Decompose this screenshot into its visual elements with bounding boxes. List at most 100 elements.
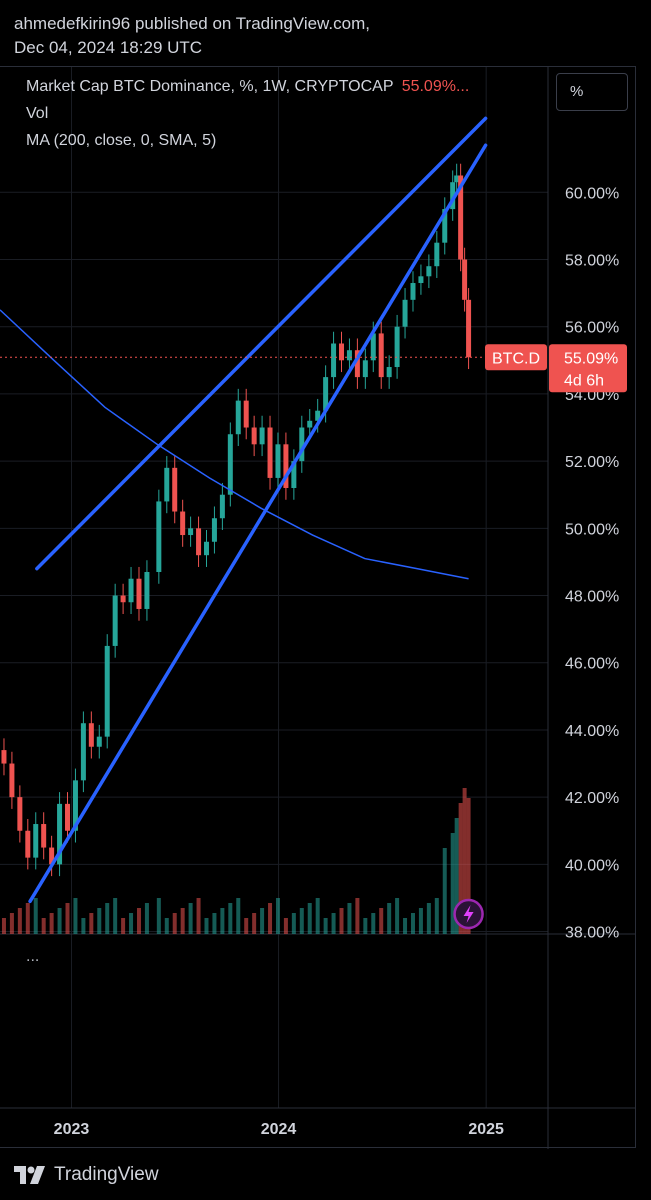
candle-body[interactable] [80, 723, 86, 781]
candle-body[interactable] [299, 427, 305, 462]
candle-body[interactable] [354, 350, 360, 378]
candle-body[interactable] [346, 350, 352, 361]
y-tick-label: 50.00% [565, 521, 619, 538]
candle-body[interactable] [418, 276, 424, 284]
candle-body[interactable] [219, 494, 225, 519]
candle-body[interactable] [235, 400, 241, 435]
volume-bar [291, 913, 296, 934]
candle-body[interactable] [65, 803, 71, 831]
y-tick-label: 56.00% [565, 320, 619, 337]
candle-body[interactable] [112, 595, 118, 646]
candle-body[interactable] [188, 528, 194, 536]
volume-bar [454, 818, 459, 934]
candle-body[interactable] [386, 367, 392, 378]
candle-body[interactable] [331, 343, 337, 378]
candle-body[interactable] [454, 175, 460, 183]
candle-body[interactable] [434, 242, 440, 267]
candle-body[interactable] [96, 736, 102, 747]
candle-body[interactable] [410, 283, 416, 300]
candle-body[interactable] [283, 444, 289, 488]
candle-body[interactable] [402, 299, 408, 327]
candle-body[interactable] [1, 750, 7, 764]
y-tick-label: 58.00% [565, 252, 619, 269]
trendline-upper[interactable] [35, 116, 488, 571]
pane-menu-ellipsis[interactable]: ... [26, 948, 40, 965]
volume-bar [136, 908, 141, 934]
volume-bar [204, 918, 209, 934]
volume-bar [395, 898, 400, 934]
candle-body[interactable] [243, 400, 249, 428]
candle-body[interactable] [458, 175, 464, 260]
candle-body[interactable] [275, 444, 281, 478]
candle-body[interactable] [17, 797, 23, 831]
volume-bar [275, 898, 280, 934]
candle-body[interactable] [33, 824, 39, 858]
candle-body[interactable] [128, 578, 134, 603]
y-tick-label: 40.00% [565, 857, 619, 874]
volume-bar [81, 918, 86, 934]
volume-bar [1, 918, 6, 934]
legend-value: 55.09%... [401, 78, 470, 95]
volume-bar [434, 898, 439, 934]
candle-body[interactable] [450, 182, 456, 210]
percent-scale-button[interactable]: % [556, 73, 628, 111]
candle-body[interactable] [251, 427, 257, 445]
volume-bar [450, 833, 455, 934]
candle-body[interactable] [339, 343, 345, 361]
candle-body[interactable] [136, 578, 142, 609]
y-tick-label: 38.00% [565, 925, 619, 942]
trendline-lower[interactable] [28, 143, 488, 904]
candle-body[interactable] [164, 467, 170, 502]
candle-body[interactable] [156, 501, 162, 573]
volume-bar [355, 898, 360, 934]
candle-body[interactable] [442, 209, 448, 243]
candle-body[interactable] [72, 780, 78, 831]
candle-body[interactable] [120, 595, 126, 603]
volume-bar [188, 903, 193, 934]
tradingview-brand: TradingView [54, 1164, 159, 1185]
volume-bar [156, 898, 161, 934]
volume-bar [97, 908, 102, 934]
candle-body[interactable] [462, 259, 468, 300]
ma-line[interactable] [0, 309, 469, 580]
candle-body[interactable] [291, 461, 297, 488]
chart-frame[interactable]: 60.00% 58.00% 56.00% 54.00% 52.00% 50.00% 48.0… [0, 66, 636, 1149]
volume-bar [17, 908, 22, 934]
candle-body[interactable] [362, 360, 368, 378]
volume-bar [418, 908, 423, 934]
candle-body[interactable] [41, 824, 47, 848]
volume-bar [347, 903, 352, 934]
y-tick-label: 60.00% [565, 185, 619, 202]
volume-bar [307, 903, 312, 934]
legend-ma: MA (200, close, 0, SMA, 5) [26, 132, 217, 149]
candle-body[interactable] [9, 763, 15, 798]
candle-body[interactable] [378, 333, 384, 378]
candle-body[interactable] [172, 467, 178, 512]
candle-body[interactable] [323, 377, 329, 411]
volume-bar [426, 903, 431, 934]
candle-body[interactable] [144, 572, 150, 609]
candle-body[interactable] [426, 266, 432, 277]
candle-body[interactable] [466, 299, 472, 358]
candle-body[interactable] [25, 830, 31, 858]
candle-body[interactable] [227, 434, 233, 495]
volume-bar [458, 803, 463, 934]
candle-body[interactable] [370, 333, 376, 361]
x-tick-label: 2024 [261, 1121, 297, 1138]
candle-body[interactable] [196, 528, 202, 556]
candle-body[interactable] [267, 427, 273, 478]
candle-body[interactable] [104, 645, 110, 737]
candle-body[interactable] [315, 410, 321, 421]
candle-body[interactable] [394, 326, 400, 368]
candle-body[interactable] [180, 511, 186, 536]
chart-canvas[interactable]: 60.00%58.00%56.00%54.00%52.00%50.00%48.0… [0, 67, 636, 1149]
price-tag-countdown: 4d 6h [564, 372, 604, 389]
candle-body[interactable] [259, 427, 265, 445]
candle-body[interactable] [88, 723, 94, 747]
candle-body[interactable] [57, 803, 63, 865]
candle-body[interactable] [49, 847, 55, 865]
candle-body[interactable] [211, 518, 217, 542]
price-tag-value: 55.09% [564, 350, 618, 367]
candle-body[interactable] [203, 541, 209, 556]
candle-body[interactable] [307, 420, 313, 428]
